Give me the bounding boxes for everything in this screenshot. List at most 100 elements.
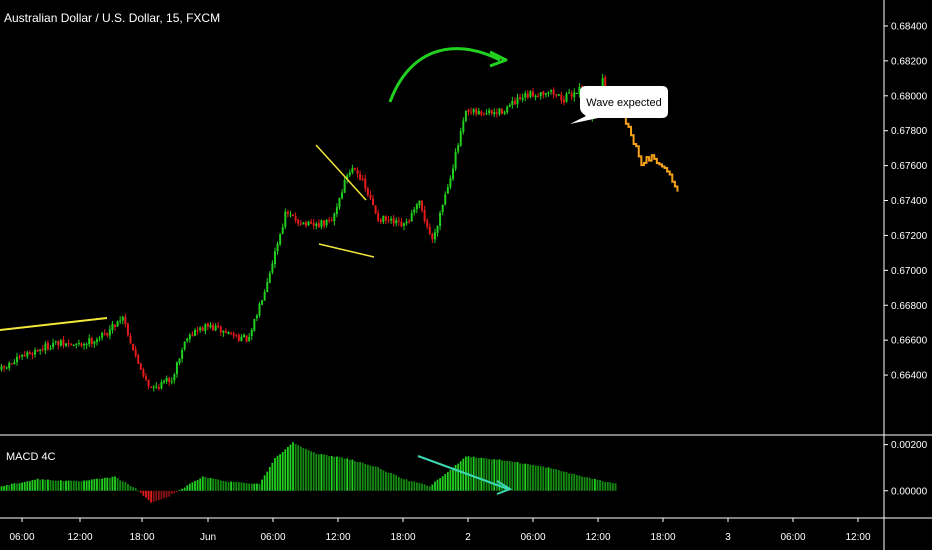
macd-bar [310, 451, 312, 491]
macd-bar [59, 480, 62, 491]
macd-bar [85, 480, 88, 491]
candle [245, 335, 248, 342]
y-tick-label: 0.68000 [891, 91, 928, 102]
macd-bar [428, 486, 431, 491]
macd-bar [599, 479, 601, 491]
x-tick-label: 06:00 [9, 532, 34, 543]
candle [101, 333, 104, 338]
candle [155, 386, 158, 388]
macd-bar [127, 484, 129, 491]
callout-bubble [570, 86, 668, 124]
macd-bar [529, 464, 532, 491]
macd-bar [217, 479, 220, 491]
candle [601, 78, 604, 93]
candle [163, 380, 166, 383]
macd-bar [52, 480, 54, 491]
macd-bar [328, 456, 331, 491]
macd-bar [457, 463, 460, 491]
macd-bar [578, 475, 581, 491]
macd-bar [263, 475, 266, 491]
macd-bar [34, 479, 36, 491]
macd-bar [397, 476, 400, 491]
macd-bar [555, 469, 558, 491]
macd-bar [8, 485, 11, 491]
macd-histogram [0, 442, 617, 503]
candle [194, 329, 196, 336]
candle [129, 335, 132, 343]
macd-bar [106, 477, 109, 491]
candle [578, 86, 581, 94]
macd-bar [13, 483, 16, 491]
macd-bar [258, 483, 261, 491]
macd-y-tick-label: 0.00200 [891, 440, 928, 451]
candle [235, 334, 238, 336]
candle [506, 106, 509, 113]
x-tick-label: 06:00 [780, 532, 805, 543]
candle [542, 91, 545, 95]
candle [508, 104, 511, 107]
macd-bar [250, 483, 253, 491]
macd-bar [41, 479, 44, 491]
macd-bar [488, 458, 491, 491]
macd-bar [408, 481, 411, 491]
macd-bar [188, 483, 191, 491]
candle [237, 334, 240, 341]
macd-bar [521, 463, 524, 491]
macd-bar [124, 482, 127, 491]
candle [26, 352, 29, 357]
macd-bar [426, 485, 429, 491]
macd-bar [49, 480, 52, 491]
candle [413, 209, 416, 213]
macd-bar [157, 490, 160, 501]
candle [255, 315, 258, 319]
candle [444, 194, 447, 205]
macd-bar [214, 479, 217, 491]
candle [338, 197, 341, 208]
candle [103, 333, 106, 335]
candle [366, 188, 369, 195]
macd-bar [152, 490, 155, 502]
macd-bar [413, 481, 416, 491]
macd-bar [292, 442, 294, 491]
macd-bar [547, 467, 550, 491]
macd-bar [108, 477, 111, 491]
macd-bar [16, 483, 18, 491]
macd-bar [274, 458, 276, 491]
macd-bar [493, 459, 496, 491]
candle [446, 187, 449, 194]
macd-bar [137, 490, 140, 492]
macd-bar [305, 448, 307, 491]
macd-bar [10, 483, 13, 491]
macd-bar [222, 480, 225, 491]
macd-bar [57, 480, 60, 491]
macd-bar [614, 483, 617, 491]
candle [390, 218, 393, 221]
candle [570, 93, 573, 97]
macd-bar [170, 490, 173, 495]
macd-bar [219, 480, 222, 491]
macd-bar [90, 479, 93, 491]
candle [490, 110, 493, 114]
y-tick-label: 0.66800 [891, 301, 928, 312]
candle [21, 354, 24, 357]
y-tick-label: 0.67000 [891, 266, 928, 277]
macd-bar [176, 490, 178, 492]
macd-bar [178, 489, 181, 491]
candle [374, 205, 377, 214]
macd-bar [181, 488, 183, 491]
macd-bar [21, 482, 24, 491]
callout[interactable]: Wave expected [570, 86, 668, 124]
x-tick-label: 18:00 [129, 532, 154, 543]
candle [475, 108, 478, 114]
indicator-label: MACD 4C [6, 451, 56, 463]
x-tick-label: 12:00 [845, 532, 870, 543]
macd-bar [168, 490, 171, 497]
macd-bar [573, 473, 576, 491]
macd-bar [286, 446, 289, 491]
macd-bar [454, 465, 457, 491]
candle [575, 92, 578, 94]
candle [312, 223, 315, 226]
candle [204, 324, 207, 332]
wedge-lower-line [318, 243, 375, 258]
candle [372, 198, 375, 206]
